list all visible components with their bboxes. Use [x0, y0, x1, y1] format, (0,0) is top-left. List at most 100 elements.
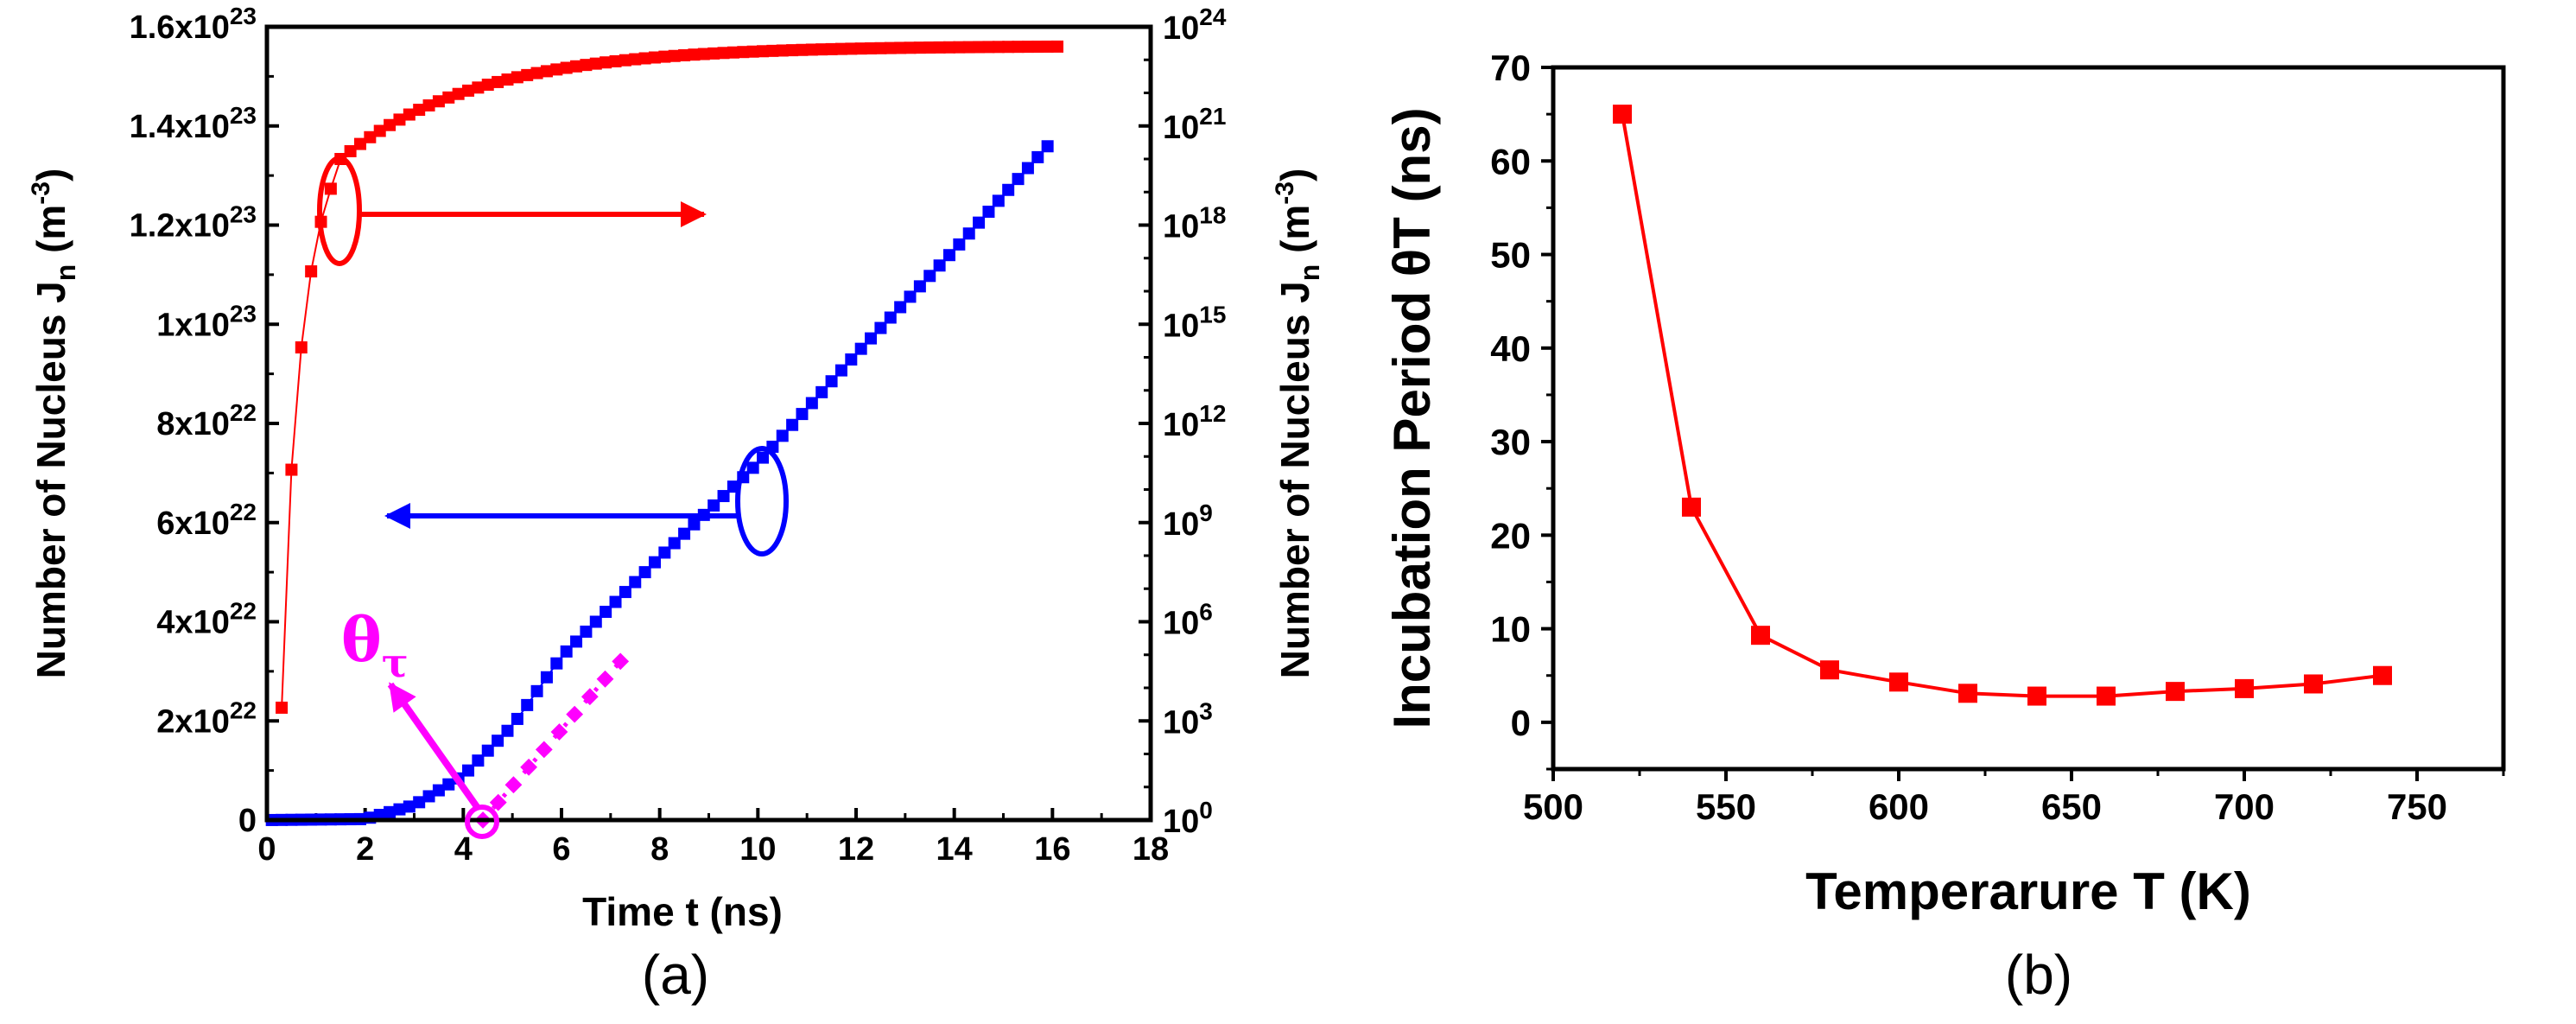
y-tick-label: 10	[1490, 609, 1531, 650]
blue-point	[589, 615, 602, 628]
blue-point	[462, 764, 475, 777]
red-point	[913, 41, 926, 54]
red-point	[648, 51, 661, 64]
theta-tau-label: θτ	[341, 604, 409, 686]
red-point	[550, 63, 563, 76]
blue-point	[825, 375, 838, 388]
right-y-tick-label: 100	[1163, 797, 1213, 840]
red-point	[452, 87, 465, 100]
right-y-tick-label: 1015	[1163, 301, 1226, 344]
blue-point	[923, 270, 936, 283]
fit-point	[504, 776, 523, 794]
red-point	[874, 41, 887, 54]
x-tick-label: 4	[454, 831, 473, 868]
red-point	[403, 108, 416, 121]
panel-b-frame	[1551, 65, 2506, 772]
right-y-tick-label: 109	[1163, 499, 1213, 543]
right-y-tick-label: 1018	[1163, 202, 1226, 245]
panel-b-y-tick-labels: 0 10 20 30 40 50 60 70	[1490, 48, 1531, 743]
right-y-tick-label: 103	[1163, 697, 1213, 741]
blue-point	[393, 803, 406, 816]
blue-point	[1031, 150, 1044, 163]
blue-point	[776, 429, 789, 442]
blue-point	[746, 461, 759, 474]
blue-series-marker-ellipse	[735, 446, 789, 557]
fit-point	[520, 758, 538, 776]
x-tick-label: 12	[838, 831, 874, 868]
red-point	[422, 99, 435, 111]
red-point	[942, 41, 955, 54]
panel-b-y-axis-label: Incubation Period θT (ns)	[1383, 107, 1441, 728]
left-y-tick-label: 8x1022	[156, 399, 257, 442]
red-point	[285, 463, 298, 476]
right-y-tick-label: 106	[1163, 599, 1213, 642]
red-point	[580, 59, 593, 72]
red-point	[501, 73, 514, 86]
red-point	[658, 50, 671, 63]
blue-point	[619, 586, 631, 599]
x-tick-label: 500	[1523, 786, 1583, 827]
blue-point	[384, 805, 397, 818]
red-point	[472, 81, 485, 94]
red-point	[688, 48, 701, 61]
y-tick-label: 40	[1490, 328, 1531, 369]
blue-point	[894, 301, 907, 314]
blue-point	[600, 606, 612, 619]
blue-point	[1002, 183, 1015, 196]
red-point	[973, 41, 986, 54]
panel-a-frame	[264, 24, 1153, 823]
right-y-tick-label: 1012	[1163, 400, 1226, 443]
panel-a-right-axis-label: Number of Nucleus Jn (m-3)	[1271, 169, 1325, 679]
fit-point	[566, 705, 584, 723]
fit-point	[489, 793, 507, 811]
red-series-marker-ellipse	[317, 156, 362, 266]
blue-point	[668, 537, 681, 550]
red-point	[560, 61, 573, 74]
left-y-tick-label: 6x1022	[156, 499, 257, 542]
red-point	[697, 48, 710, 60]
left-y-tick-label: 1x1023	[156, 300, 257, 343]
red-point	[865, 41, 878, 54]
red-point	[530, 67, 543, 80]
red-point	[481, 79, 494, 92]
x-tick-label: 14	[936, 831, 973, 868]
blue-point	[904, 290, 917, 303]
panel-b-series	[1613, 105, 2392, 706]
red-point	[766, 44, 779, 57]
red-point	[570, 60, 583, 73]
panel-b-x-tick-labels: 500 550 600 650 700 750	[1523, 786, 2447, 827]
panel-b-label: (b)	[2005, 944, 2072, 1006]
blue-point	[884, 311, 897, 324]
red-point	[432, 95, 445, 108]
theta-point	[2235, 678, 2254, 698]
theta-point	[2166, 682, 2185, 702]
blue-point	[786, 418, 799, 431]
y-tick-label: 0	[1511, 703, 1531, 743]
x-tick-label: 16	[1034, 831, 1070, 868]
fit-point	[612, 652, 630, 671]
red-point	[786, 44, 799, 57]
blue-point	[688, 518, 701, 531]
red-point	[894, 41, 907, 54]
red-point	[1041, 40, 1054, 53]
panel-a-x-tick-labels: 0 2 4 6 8 10 12 14 16 18	[257, 831, 1169, 868]
panel-b-x-axis-label: Temperarure T (K)	[1805, 862, 2251, 920]
red-point	[805, 43, 818, 56]
panel-b: 500 550 600 650 700 750 0 10 20 30 40 50 60 70 Tempe…	[1383, 48, 2506, 1006]
red-point	[776, 44, 789, 57]
x-tick-label: 18	[1133, 831, 1169, 868]
blue-point	[717, 490, 730, 503]
red-point	[757, 45, 770, 58]
theta-line	[1621, 113, 2383, 698]
red-point	[373, 124, 386, 137]
blue-point	[845, 353, 858, 366]
blue-series-line	[271, 145, 1049, 821]
blue-point	[942, 249, 955, 262]
red-point	[344, 144, 357, 157]
panel-a-right-tick-labels: 100 103 106 109 1012 1015 1018 1021 1024	[1163, 3, 1227, 840]
red-point	[393, 113, 406, 126]
red-point	[884, 41, 897, 54]
x-tick-label: 750	[2387, 786, 2447, 827]
blue-point	[865, 332, 878, 345]
